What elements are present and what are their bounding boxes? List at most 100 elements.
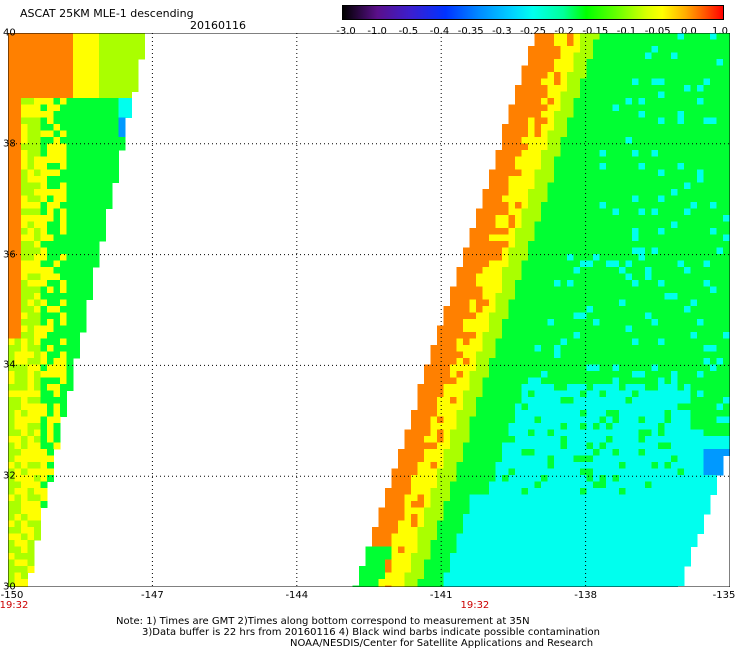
swath-cell: [53, 59, 61, 66]
swath-cell: [671, 377, 678, 385]
swath-cell: [710, 78, 717, 86]
swath-cell: [73, 221, 80, 229]
swath-cell: [690, 436, 698, 443]
swath-cell: [34, 351, 41, 359]
swath-cell: [664, 33, 672, 40]
swath-cell: [573, 540, 581, 547]
swath-cell: [645, 423, 652, 430]
swath-cell: [625, 117, 633, 125]
swath-cell: [411, 449, 418, 456]
swath-cell: [612, 403, 620, 411]
swath-cell: [599, 306, 607, 313]
swath-cell: [66, 150, 74, 157]
swath-cell: [118, 39, 126, 47]
swath-cell: [53, 429, 61, 437]
swath-cell: [482, 338, 490, 346]
swath-cell: [53, 247, 61, 255]
swath-cell: [99, 189, 106, 196]
swath-cell: [482, 208, 490, 216]
swath-cell: [508, 416, 516, 424]
swath-cell: [547, 410, 555, 417]
swath-cell: [651, 104, 659, 112]
swath-cell: [723, 429, 730, 437]
swath-cell: [495, 501, 503, 508]
swath-cell: [586, 332, 594, 339]
swath-cell: [619, 137, 626, 144]
swath-cell: [14, 449, 22, 456]
swath-cell: [716, 397, 724, 404]
swath-cell: [645, 33, 652, 40]
swath-cell: [632, 228, 639, 235]
swath-cell: [34, 455, 41, 463]
swath-cell: [8, 39, 15, 47]
swath-cell: [515, 117, 522, 125]
swath-cell: [430, 566, 438, 573]
swath-cell: [619, 169, 626, 177]
swath-cell: [398, 527, 405, 534]
swath-cell: [723, 98, 730, 105]
swath-cell: [658, 59, 665, 66]
swath-cell: [508, 527, 516, 534]
swath-cell: [456, 507, 464, 515]
swath-cell: [27, 202, 35, 209]
swath-cell: [567, 579, 574, 586]
swath-cell: [606, 280, 613, 287]
swath-cell: [651, 585, 659, 587]
swath-cell: [14, 579, 22, 586]
swath-cell: [8, 527, 15, 534]
swath-cell: [476, 384, 483, 391]
swath-cell: [521, 585, 529, 587]
swath-cell: [586, 416, 594, 424]
swath-cell: [547, 137, 555, 144]
swath-cell: [404, 488, 412, 495]
swath-cell: [697, 462, 704, 469]
swath-cell: [502, 254, 509, 261]
swath-cell: [573, 410, 581, 417]
swath-cell: [463, 377, 470, 385]
swath-cell: [92, 254, 100, 261]
latitude-label: 32: [3, 470, 16, 482]
swath-cell: [573, 137, 581, 144]
swath-cell: [716, 436, 724, 443]
swath-cell: [469, 247, 477, 255]
swath-cell: [664, 241, 672, 248]
swath-cell: [625, 91, 633, 99]
swath-cell: [417, 436, 425, 443]
swath-cell: [723, 436, 730, 443]
swath-cell: [554, 98, 561, 105]
swath-cell: [547, 533, 555, 541]
swath-cell: [534, 585, 542, 587]
swath-cell: [528, 176, 535, 183]
swath-cell: [560, 494, 568, 502]
swath-cell: [703, 410, 711, 417]
swath-cell: [450, 488, 457, 495]
swath-cell: [684, 254, 691, 261]
swath-cell: [40, 150, 48, 157]
swath-cell: [508, 267, 516, 274]
swath-cell: [502, 566, 509, 573]
swath-cell: [638, 475, 646, 482]
swath-cell: [417, 579, 425, 586]
swath-cell: [482, 189, 490, 196]
swath-cell: [79, 143, 87, 151]
swath-cell: [450, 384, 457, 391]
swath-cell: [554, 546, 561, 554]
swath-cell: [508, 345, 516, 352]
swath-cell: [430, 468, 438, 476]
swath-cell: [606, 546, 613, 554]
swath-cell: [619, 579, 626, 586]
swath-cell: [450, 416, 457, 424]
swath-cell: [92, 234, 100, 242]
swath-cell: [573, 260, 581, 268]
swath-cell: [664, 293, 672, 300]
swath-cell: [658, 247, 665, 255]
swath-cell: [27, 234, 35, 242]
swath-cell: [684, 46, 691, 53]
swath-cell: [586, 306, 594, 313]
swath-cell: [612, 117, 620, 125]
swath-cell: [437, 416, 444, 424]
swath-cell: [528, 215, 535, 222]
swath-cell: [723, 390, 730, 398]
swath-cell: [105, 85, 113, 92]
swath-cell: [47, 260, 54, 268]
